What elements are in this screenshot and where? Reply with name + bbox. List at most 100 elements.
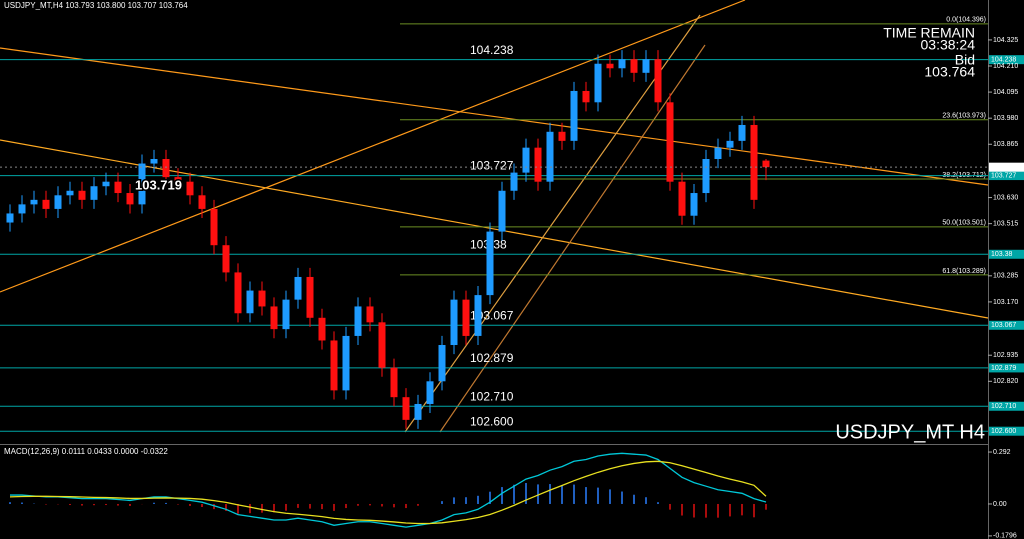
macd-header: MACD(12,26,9) 0.0111 0.0433 0.0000 -0.03… bbox=[4, 447, 168, 456]
candle-body bbox=[606, 63, 614, 69]
fib-label: 0.0(104.396) bbox=[946, 17, 986, 24]
level-price-box bbox=[989, 426, 1024, 436]
channel-line bbox=[404, 14, 701, 433]
symbol-watermark: USDJPY_MT H4 bbox=[835, 421, 985, 443]
candle-body bbox=[618, 59, 626, 69]
candle-body bbox=[366, 306, 374, 323]
candle-body bbox=[138, 163, 146, 205]
y-tick-label: 104.325 bbox=[993, 37, 1018, 44]
candle-body bbox=[378, 322, 386, 368]
level-label: 104.238 bbox=[470, 43, 514, 57]
level-price: 103.067 bbox=[991, 322, 1016, 329]
trend-line bbox=[0, 47, 989, 186]
level-label: 102.710 bbox=[470, 389, 514, 403]
candle-body bbox=[474, 295, 482, 336]
level-price-box bbox=[989, 249, 1024, 259]
candle-body bbox=[570, 90, 578, 141]
bid-value: 103.764 bbox=[924, 64, 975, 80]
level-price-box bbox=[989, 171, 1024, 181]
candle-body bbox=[210, 208, 218, 246]
level-price: 102.879 bbox=[991, 365, 1016, 372]
y-tick-label: 104.210 bbox=[993, 63, 1018, 70]
level-price: 104.238 bbox=[991, 57, 1016, 64]
level-price: 103.727 bbox=[991, 172, 1016, 179]
macd-y-tick-label: 0.292 bbox=[993, 449, 1011, 456]
candle-body bbox=[390, 367, 398, 398]
level-price: 102.600 bbox=[991, 428, 1016, 435]
level-price: 103.38 bbox=[991, 251, 1013, 258]
candle-body bbox=[246, 290, 254, 314]
candle-body bbox=[690, 193, 698, 216]
candle-body bbox=[54, 195, 62, 209]
y-tick-label: 103.865 bbox=[993, 141, 1018, 148]
candle-body bbox=[258, 290, 266, 307]
candle-body bbox=[402, 397, 410, 420]
bid-price: 103.764 bbox=[991, 164, 1016, 171]
candle-body bbox=[582, 90, 590, 103]
y-tick-label: 103.515 bbox=[993, 220, 1018, 227]
candle-body bbox=[486, 231, 494, 296]
candle-body bbox=[198, 195, 206, 209]
time-remain-label: TIME REMAIN bbox=[883, 25, 975, 41]
level-price-box bbox=[989, 401, 1024, 411]
candle-body bbox=[714, 147, 722, 160]
y-tick-label: 103.285 bbox=[993, 273, 1018, 280]
candle-body bbox=[6, 213, 14, 223]
candle-body bbox=[702, 159, 710, 194]
candle-body bbox=[282, 299, 290, 330]
candle-body bbox=[534, 147, 542, 182]
candle-body bbox=[654, 59, 662, 103]
candle-body bbox=[270, 306, 278, 330]
candle-body bbox=[762, 160, 770, 168]
fib-label: 23.6(103.973) bbox=[942, 113, 986, 120]
chart-layer: 0.0(104.396)23.6(103.973)38.2(103.712)50… bbox=[0, 17, 1024, 539]
candle-body bbox=[498, 190, 506, 232]
y-tick-label: 104.095 bbox=[993, 89, 1018, 96]
candle-body bbox=[30, 199, 38, 205]
y-tick-label: 103.980 bbox=[993, 115, 1018, 122]
level-label: 102.879 bbox=[470, 351, 514, 365]
candle-body bbox=[174, 177, 182, 182]
y-tick-label: 102.935 bbox=[993, 352, 1018, 359]
candle-body bbox=[222, 245, 230, 273]
candle-body bbox=[510, 172, 518, 191]
level-label: 102.600 bbox=[470, 414, 514, 428]
candle-body bbox=[306, 276, 314, 318]
candle-body bbox=[78, 190, 86, 200]
candle-body bbox=[750, 124, 758, 200]
candle-body bbox=[114, 181, 122, 194]
macd-main-line bbox=[10, 452, 767, 528]
candle-body bbox=[18, 204, 26, 214]
level-price: 102.710 bbox=[991, 403, 1016, 410]
macd-y-tick-label: -0.1796 bbox=[993, 533, 1017, 539]
candle-body bbox=[726, 140, 734, 148]
price-marker: 103.719 bbox=[135, 177, 182, 192]
bid-label: Bid bbox=[955, 52, 975, 68]
candle-body bbox=[678, 181, 686, 216]
candle-body bbox=[450, 299, 458, 346]
candle-body bbox=[426, 381, 434, 404]
candle-body bbox=[294, 276, 302, 300]
candle-body bbox=[738, 124, 746, 141]
level-price-box bbox=[989, 320, 1024, 330]
candle-body bbox=[630, 59, 638, 73]
candle-body bbox=[318, 317, 326, 341]
candle-body bbox=[594, 63, 602, 103]
level-price-box bbox=[989, 363, 1024, 373]
macd-signal-line bbox=[9, 460, 767, 525]
candle-body bbox=[342, 335, 350, 391]
y-tick-label: 103.630 bbox=[993, 194, 1018, 201]
candle-body bbox=[522, 147, 530, 173]
candle-body bbox=[66, 190, 74, 196]
y-tick-label: 102.820 bbox=[993, 378, 1018, 385]
candle-body bbox=[354, 306, 362, 336]
candle-body bbox=[102, 181, 110, 187]
candle-body bbox=[462, 299, 470, 336]
y-tick-label: 103.170 bbox=[993, 299, 1018, 306]
candle-body bbox=[546, 131, 554, 182]
candle-body bbox=[150, 159, 158, 164]
fib-label: 50.0(103.501) bbox=[942, 220, 986, 227]
macd-y-tick-label: 0.00 bbox=[993, 501, 1007, 508]
trend-line bbox=[0, 0, 746, 293]
